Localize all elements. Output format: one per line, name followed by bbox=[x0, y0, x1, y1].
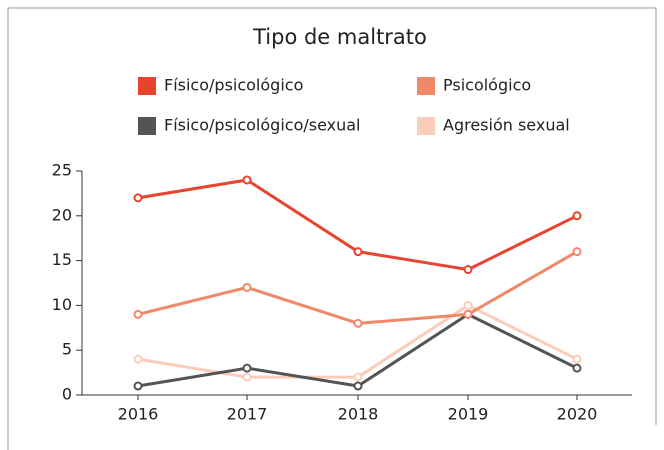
legend-swatch bbox=[417, 77, 435, 95]
chart-title: Tipo de maltrato bbox=[252, 25, 427, 49]
point bbox=[133, 381, 143, 391]
point bbox=[133, 354, 143, 364]
series-line bbox=[137, 178, 578, 272]
point bbox=[242, 175, 252, 185]
point bbox=[353, 247, 363, 257]
y-tick-label: 25 bbox=[52, 161, 72, 180]
legend-label: Psicológico bbox=[443, 76, 531, 95]
point bbox=[572, 211, 582, 221]
point bbox=[572, 363, 582, 373]
point bbox=[242, 282, 252, 292]
x-tick-label: 2019 bbox=[448, 405, 489, 424]
legend-label: Agresión sexual bbox=[443, 116, 570, 135]
x-tick-label: 2016 bbox=[118, 405, 159, 424]
series-line bbox=[137, 250, 578, 325]
x-tick-label: 2018 bbox=[338, 405, 379, 424]
y-tick-label: 20 bbox=[52, 205, 72, 224]
point bbox=[353, 372, 363, 382]
point bbox=[353, 318, 363, 328]
y-tick-label: 15 bbox=[52, 250, 72, 269]
point bbox=[242, 363, 252, 373]
series-line bbox=[137, 303, 578, 379]
point bbox=[463, 265, 473, 275]
point bbox=[463, 309, 473, 319]
legend-swatch bbox=[138, 77, 156, 95]
point bbox=[572, 354, 582, 364]
point bbox=[463, 300, 473, 310]
point bbox=[133, 193, 143, 203]
point bbox=[353, 381, 363, 391]
point bbox=[572, 247, 582, 257]
point bbox=[242, 372, 252, 382]
x-tick-label: 2017 bbox=[227, 405, 268, 424]
y-tick-label: 10 bbox=[52, 295, 72, 314]
frame bbox=[7, 7, 657, 450]
point bbox=[133, 309, 143, 319]
legend-label: Físico/psicológico/sexual bbox=[164, 116, 361, 135]
legend-swatch bbox=[417, 117, 435, 135]
y-tick-label: 5 bbox=[62, 340, 72, 359]
y-tick-label: 0 bbox=[62, 385, 72, 404]
legend-label: Físico/psicológico bbox=[164, 76, 303, 95]
legend-swatch bbox=[138, 117, 156, 135]
x-tick-label: 2020 bbox=[557, 405, 598, 424]
